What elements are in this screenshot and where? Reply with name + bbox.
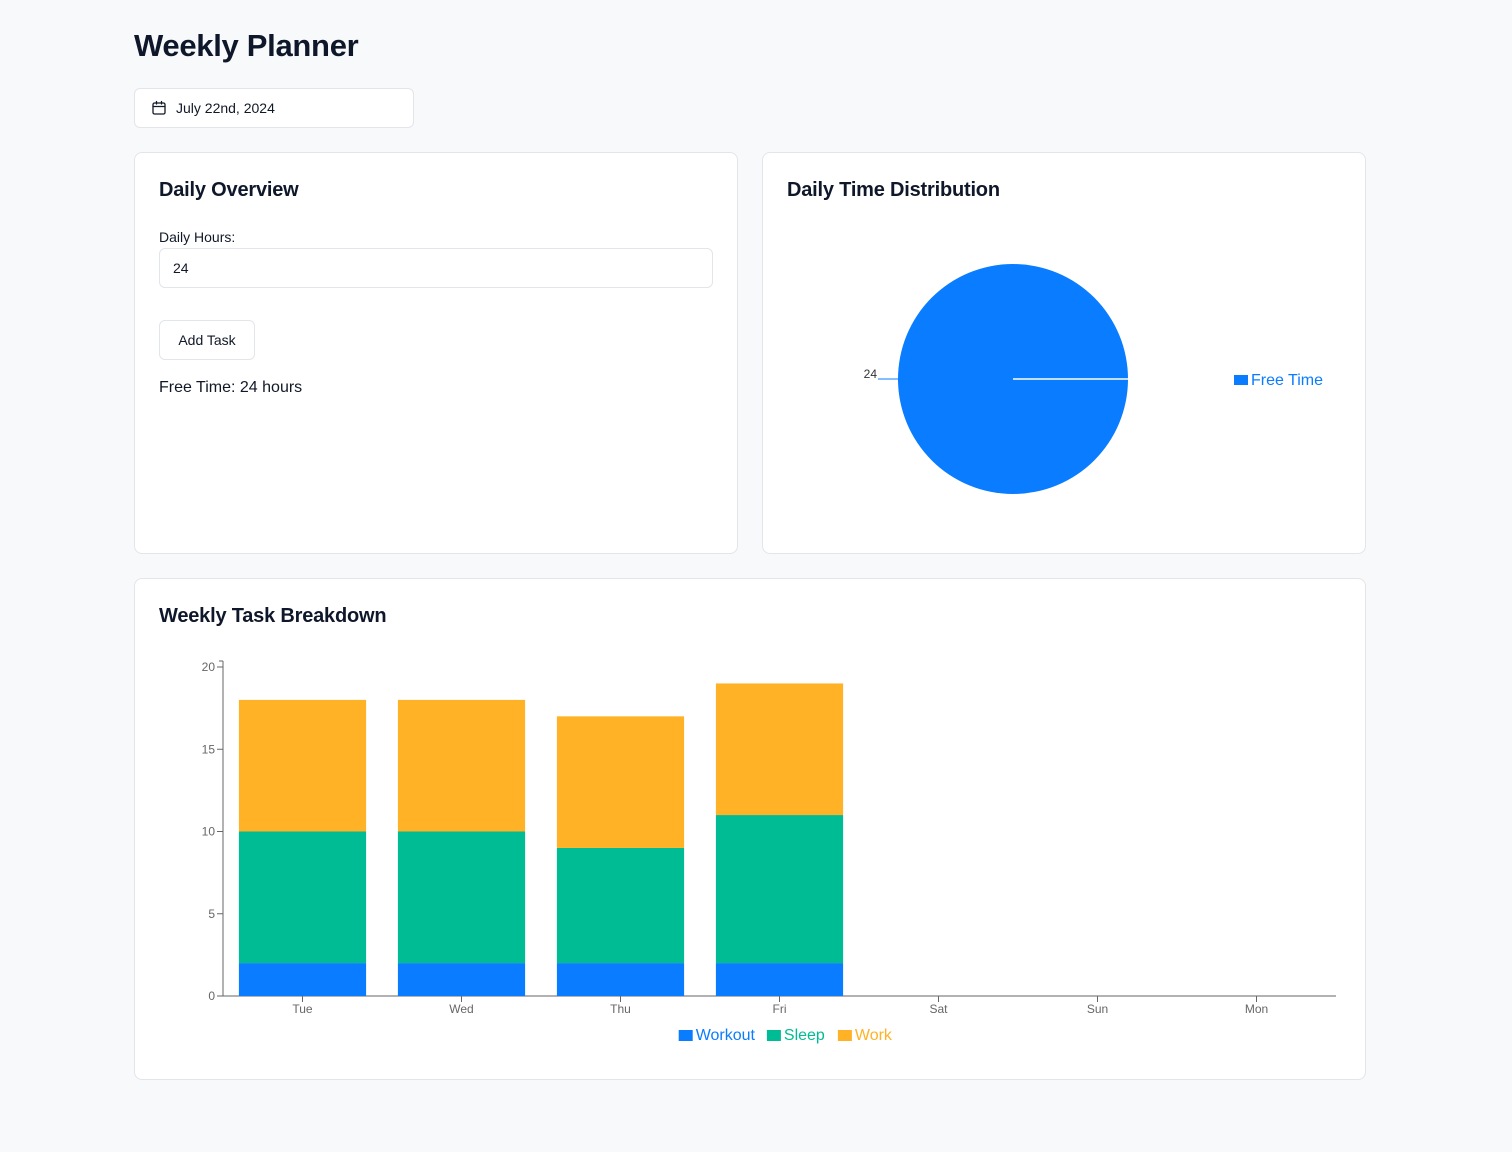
bar-segment-work (238, 699, 367, 832)
bar-legend-swatch (837, 1030, 852, 1041)
free-time-text: Free Time: 24 hours (159, 379, 303, 396)
pie-legend-label: Free Time (1251, 372, 1323, 389)
pie-data-label: 24 (864, 367, 878, 381)
bar-legend-label: Sleep (784, 1027, 825, 1044)
bar-legend-label: Work (855, 1027, 893, 1044)
daily-hours-input[interactable] (159, 248, 713, 288)
x-tick-label: Fri (773, 1002, 787, 1016)
y-tick-label: 15 (202, 742, 216, 756)
bar-segment-workout (238, 963, 367, 996)
bar-segment-work (715, 683, 844, 816)
x-tick-label: Tue (292, 1002, 313, 1016)
bar-segment-sleep (715, 815, 844, 964)
bar-segment-work (556, 716, 685, 848)
daily-overview-card: Daily Overview Daily Hours: Add Task Fre… (134, 152, 738, 554)
y-tick-label: 5 (208, 907, 215, 921)
weekly-breakdown-title: Weekly Task Breakdown (159, 605, 387, 627)
bar-legend-swatch (678, 1030, 693, 1041)
page-title: Weekly Planner (134, 28, 359, 63)
daily-distribution-title: Daily Time Distribution (787, 179, 1000, 201)
bar-segment-sleep (238, 831, 367, 964)
bar-chart: 0 5 10 15 20 Tue Wed Thu Fri Sat Sun Mon Workout Slee… (202, 660, 1336, 1044)
x-tick-label: Wed (449, 1002, 473, 1016)
x-tick-label: Sun (1087, 1002, 1108, 1016)
y-tick-label: 0 (208, 989, 215, 1003)
daily-overview-title: Daily Overview (159, 179, 299, 201)
add-task-button[interactable]: Add Task (159, 320, 255, 360)
weekly-breakdown-card: Weekly Task Breakdown 0 5 10 15 20 Tue Wed Thu F… (134, 578, 1366, 1080)
daily-distribution-card: Daily Time Distribution 24 Free Time (762, 152, 1366, 554)
daily-hours-label: Daily Hours: (159, 229, 236, 245)
bar-segment-work (397, 699, 526, 832)
x-tick-label: Mon (1245, 1002, 1268, 1016)
bar-legend-swatch (766, 1030, 781, 1041)
bar-segment-workout (397, 963, 526, 996)
calendar-icon (152, 100, 166, 115)
bar-segment-sleep (556, 847, 685, 964)
bar-segment-sleep (397, 831, 526, 964)
x-tick-label: Thu (610, 1002, 631, 1016)
pie-legend-swatch (1234, 375, 1248, 385)
date-picker-button[interactable]: July 22nd, 2024 (134, 88, 414, 128)
bar-legend-label: Workout (696, 1027, 756, 1044)
y-tick-label: 10 (202, 825, 216, 839)
date-picker-value: July 22nd, 2024 (176, 100, 275, 116)
bar-segment-workout (556, 963, 685, 996)
pie-chart: 24 Free Time (864, 264, 1323, 494)
y-tick-label: 20 (202, 660, 216, 674)
x-tick-label: Sat (929, 1002, 948, 1016)
bar-segment-workout (715, 963, 844, 996)
